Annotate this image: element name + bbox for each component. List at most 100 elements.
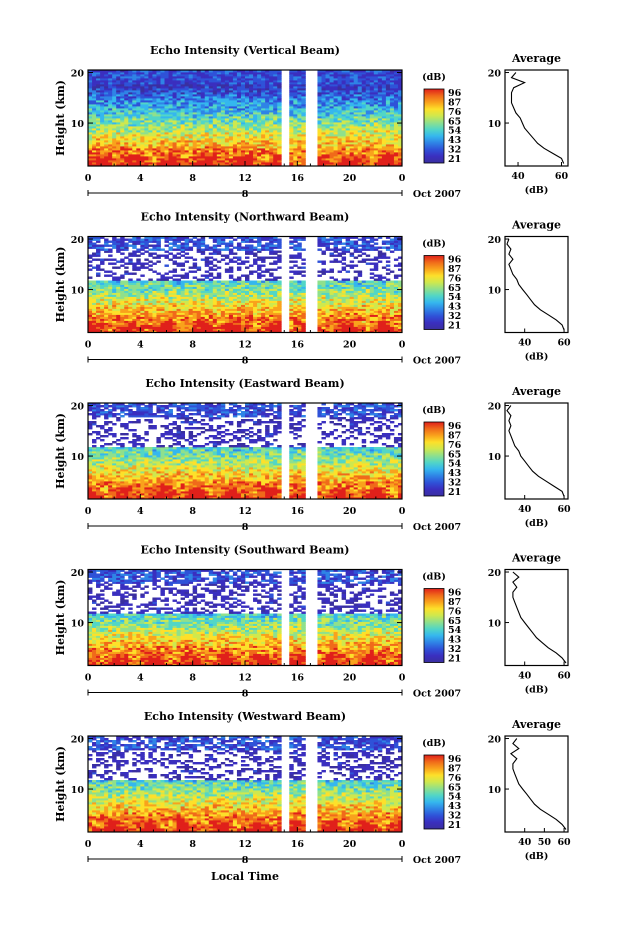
colorbar-tick-label: 96 bbox=[448, 88, 462, 99]
colorbar-tick-label: 21 bbox=[448, 487, 461, 498]
panel-4: Echo Intensity (Southward Beam) 10 20 Heigh… bbox=[54, 544, 571, 700]
colorbar-tick-label: 43 bbox=[448, 468, 461, 479]
profile-xlabel: (dB) bbox=[525, 185, 549, 196]
x-tick-label: 0 bbox=[85, 173, 92, 184]
date-label: Oct 2007 bbox=[413, 689, 461, 700]
y-axis-title: Height (km) bbox=[54, 580, 67, 656]
colorbar-tick-label: 43 bbox=[448, 135, 461, 146]
y-tick-label: 20 bbox=[71, 568, 85, 579]
profile-title: Average bbox=[511, 385, 561, 398]
colorbar-tick-label: 87 bbox=[448, 97, 461, 108]
x-tick-label: 4 bbox=[137, 340, 144, 351]
y-tick-label: 20 bbox=[71, 69, 85, 80]
date-label: Oct 2007 bbox=[413, 855, 461, 866]
heatmap bbox=[88, 736, 403, 833]
profile-frame bbox=[504, 69, 569, 167]
colorbar-tick-label: 32 bbox=[448, 644, 461, 655]
colorbar-tick-label: 76 bbox=[448, 440, 462, 451]
profile-title: Average bbox=[511, 552, 561, 565]
profile-frame bbox=[504, 735, 569, 833]
panel-2: Echo Intensity (Northward Beam) 10 20 Heigh… bbox=[54, 211, 571, 367]
profile-y-tick-label: 20 bbox=[488, 735, 502, 746]
profile-xlabel: (dB) bbox=[525, 851, 549, 862]
profile-y-tick-label: 20 bbox=[488, 568, 502, 579]
heatmap bbox=[88, 236, 403, 333]
panel-title: Echo Intensity (Northward Beam) bbox=[141, 211, 350, 224]
colorbar-tick-label: 54 bbox=[448, 792, 462, 803]
x-tick-label: 20 bbox=[343, 506, 357, 517]
x-tick-label: 8 bbox=[189, 340, 196, 351]
colorbar-tick-label: 54 bbox=[448, 126, 462, 137]
y-axis-title: Height (km) bbox=[54, 746, 67, 822]
x-tick-label: 0 bbox=[399, 506, 406, 517]
x-tick-label: 12 bbox=[238, 506, 251, 517]
date-label: Oct 2007 bbox=[413, 356, 461, 367]
day-label: 8 bbox=[242, 689, 249, 700]
profile-x-tick-label: 60 bbox=[557, 837, 571, 848]
profile-x-tick-label: 60 bbox=[557, 504, 571, 515]
colorbar-tick-label: 21 bbox=[448, 654, 461, 665]
x-tick-label: 8 bbox=[189, 673, 196, 684]
x-tick-label: 20 bbox=[343, 340, 357, 351]
colorbar-tick-label: 21 bbox=[448, 820, 461, 831]
x-tick-label: 0 bbox=[399, 673, 406, 684]
colorbar-tick-label: 54 bbox=[448, 459, 462, 470]
profile-y-tick-label: 20 bbox=[488, 235, 502, 246]
profile-frame bbox=[504, 402, 569, 500]
colorbar-tick-label: 65 bbox=[448, 616, 461, 627]
profile-title: Average bbox=[511, 52, 561, 65]
panel-1: Echo Intensity (Vertical Beam) 10 20 Height… bbox=[54, 44, 569, 200]
x-tick-label: 16 bbox=[291, 340, 305, 351]
panel-title: Echo Intensity (Southward Beam) bbox=[141, 544, 350, 557]
colorbar bbox=[423, 588, 445, 663]
y-axis-title: Height (km) bbox=[54, 247, 67, 323]
profile-line bbox=[510, 72, 565, 164]
y-axis-title: Height (km) bbox=[54, 80, 67, 156]
profile-x-tick-label: 40 bbox=[518, 837, 532, 848]
colorbar-tick-label: 96 bbox=[448, 588, 462, 599]
colorbar-tick-label: 43 bbox=[448, 801, 461, 812]
profile-y-tick-label: 10 bbox=[488, 452, 502, 463]
heatmap bbox=[88, 70, 403, 167]
y-tick-label: 20 bbox=[71, 402, 85, 413]
colorbar-tick-label: 43 bbox=[448, 635, 461, 646]
colorbar-tick-label: 76 bbox=[448, 107, 462, 118]
x-tick-label: 12 bbox=[238, 839, 251, 850]
y-tick-label: 10 bbox=[71, 452, 85, 463]
x-tick-label: 0 bbox=[399, 173, 406, 184]
colorbar-tick-label: 87 bbox=[448, 430, 461, 441]
x-tick-label: 16 bbox=[291, 506, 305, 517]
colorbar-unit: (dB) bbox=[422, 572, 446, 583]
colorbar-tick-label: 32 bbox=[448, 311, 461, 322]
colorbar-tick-label: 65 bbox=[448, 449, 461, 460]
colorbar-tick-label: 96 bbox=[448, 421, 462, 432]
colorbar-tick-label: 87 bbox=[448, 763, 461, 774]
colorbar-tick-label: 65 bbox=[448, 283, 461, 294]
panel-title: Echo Intensity (Vertical Beam) bbox=[150, 44, 340, 57]
colorbar-tick-label: 43 bbox=[448, 302, 461, 313]
colorbar-unit: (dB) bbox=[422, 738, 446, 749]
colorbar-tick-label: 21 bbox=[448, 321, 461, 332]
heatmap bbox=[88, 569, 403, 666]
profile-title: Average bbox=[511, 219, 561, 232]
x-tick-label: 8 bbox=[189, 506, 196, 517]
y-tick-label: 20 bbox=[71, 735, 85, 746]
x-tick-label: 20 bbox=[343, 839, 357, 850]
profile-x-tick-label: 60 bbox=[555, 171, 569, 182]
x-tick-label: 0 bbox=[399, 340, 406, 351]
colorbar-tick-label: 96 bbox=[448, 255, 462, 266]
y-tick-label: 10 bbox=[71, 286, 85, 297]
y-axis-title: Height (km) bbox=[54, 413, 67, 489]
profile-line bbox=[506, 405, 565, 497]
x-tick-label: 4 bbox=[137, 673, 144, 684]
panel-title: Echo Intensity (Westward Beam) bbox=[144, 710, 346, 723]
profile-y-tick-label: 20 bbox=[488, 402, 502, 413]
colorbar-tick-label: 96 bbox=[448, 754, 462, 765]
profile-line bbox=[512, 571, 567, 664]
profile-x-tick-label: 40 bbox=[518, 504, 532, 515]
colorbar-tick-label: 76 bbox=[448, 273, 462, 284]
colorbar-tick-label: 76 bbox=[448, 773, 462, 784]
colorbar bbox=[423, 255, 445, 330]
profile-frame bbox=[504, 235, 569, 334]
